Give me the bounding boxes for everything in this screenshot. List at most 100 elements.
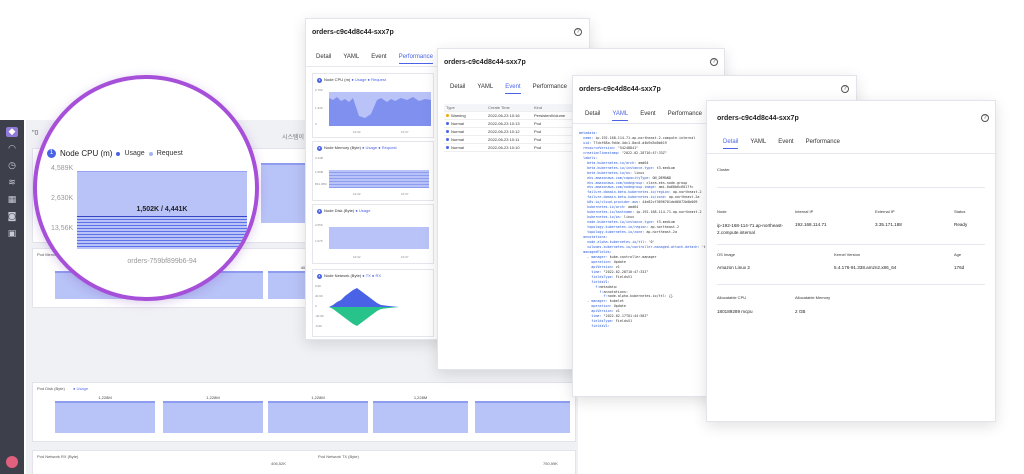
disk-tile: 1,228M: [268, 395, 368, 433]
yaml-line: beta.kubernetes.io/arch: amd64: [587, 160, 649, 165]
panel-title-tx: Pod Network TX (Byte): [318, 454, 359, 459]
node-disk-card: 3 Node Disk (Byte) ● Usage 2.05K 1.07K 10…: [312, 204, 434, 264]
event-type: Normal: [451, 145, 464, 150]
node-network-card: 4 Node Network (Byte) ● TX ● RX 9.6K 40.9…: [312, 269, 434, 337]
tab-performance[interactable]: Performance: [805, 139, 840, 145]
yaml-code-block[interactable]: metadata: name: ip-192-168-114-71.ap-nor…: [579, 131, 714, 329]
yaml-line: topology.kubernetes.io/zone: ap-northeas…: [587, 230, 678, 235]
tab-yaml[interactable]: YAML: [343, 54, 360, 60]
logo-icon[interactable]: ◆: [6, 127, 18, 137]
tab-divider: [707, 153, 995, 154]
event-kind: Pod: [534, 121, 542, 126]
yaml-line: creationTimestamp: "2022-02-28T10:47:33Z…: [583, 150, 667, 155]
tab-event[interactable]: Event: [505, 84, 521, 94]
yaml-line: apiVersion: v1: [591, 309, 620, 314]
y-tick: 40.9K: [315, 294, 323, 298]
event-kind: Pod: [534, 137, 542, 142]
stack-icon[interactable]: ≋: [8, 178, 16, 188]
tab-yaml[interactable]: YAML: [612, 111, 629, 121]
lens-cpu-chart: 1,502K / 4,441K: [77, 171, 247, 249]
tab-detail[interactable]: Detail: [585, 111, 601, 117]
panel-pod-disk: Pod Disk (Byte) ● Usage 1,228M 1,228M 1,…: [32, 382, 576, 442]
node-label: Node: [717, 209, 727, 214]
alloc-mem-value: 2 GB: [795, 309, 806, 314]
tab-performance[interactable]: Performance: [398, 54, 433, 64]
tile-value: 1,228M: [311, 395, 325, 400]
help-icon[interactable]: ?: [981, 114, 989, 122]
help-icon[interactable]: ?: [574, 28, 582, 36]
card-number: 1: [317, 78, 322, 83]
help-icon[interactable]: ?: [710, 58, 718, 66]
status-label: Status: [954, 209, 966, 214]
y-tick: 2.79K: [315, 88, 323, 92]
card-title: 2 Node Memory (Byte) ● Usage ● Request: [317, 145, 397, 151]
tab-event[interactable]: Event: [640, 111, 656, 117]
column-header[interactable]: Type: [446, 105, 455, 110]
tab-yaml[interactable]: YAML: [750, 139, 767, 145]
left-nav-rail: ◆ ◠ ◷ ≋ ▦ ◙ ▣: [0, 120, 24, 474]
y-tick: 1.34K: [315, 106, 323, 110]
alloc-cpu-value: 180189289 mcpu: [717, 309, 753, 314]
card-number: 2: [317, 146, 322, 151]
section-divider: [717, 187, 985, 188]
tab-performance[interactable]: Performance: [667, 111, 702, 117]
y-tick: 2.05K: [315, 223, 323, 227]
x-tick: 10:37: [401, 255, 409, 259]
panel-legend: ● Usage: [73, 386, 89, 391]
card-title: 4 Node Network (Byte) ● TX ● RX: [317, 273, 381, 279]
help-icon[interactable]: ?: [841, 85, 849, 93]
card-title: 1 Node CPU (m) ● Usage ● Request: [317, 77, 386, 83]
disk-tile: 1,228M: [163, 395, 263, 433]
yaml-line: node.kubernetes.io/instance-type: t3.med…: [587, 220, 675, 225]
dashboard-icon[interactable]: ◠: [8, 144, 16, 154]
tab-performance[interactable]: Performance: [532, 84, 567, 90]
tab-detail[interactable]: Detail: [450, 84, 466, 90]
y-tick: 1.07K: [315, 239, 323, 243]
yaml-line: resourceVersion: "54248841": [583, 145, 639, 150]
y-tick: -9.6K: [315, 324, 323, 328]
card-title-text: Node Disk (Byte): [324, 208, 355, 213]
yaml-line: operation: Update: [591, 259, 626, 264]
popup-tabs: Detail YAML Event Performance: [723, 139, 840, 149]
type-cell: Warning: [444, 113, 488, 118]
memory-area-chart: [329, 170, 429, 188]
yaml-line: beta.kubernetes.io/os: linux: [587, 170, 645, 175]
usage-dot-icon: [116, 151, 121, 156]
tab-detail[interactable]: Detail: [723, 139, 739, 149]
avatar[interactable]: [6, 456, 18, 468]
tab-event[interactable]: Event: [778, 139, 794, 145]
yaml-line: labels:: [583, 155, 598, 160]
card-title: 3 Node Disk (Byte) ● Usage: [317, 208, 370, 214]
yaml-line: f:metadata:: [595, 284, 618, 289]
yaml-line: kubernetes.io/hostname: ip-192-168-114-7…: [587, 210, 702, 215]
request-dot-icon: [148, 151, 153, 156]
tab-event[interactable]: Event: [371, 54, 387, 60]
column-header[interactable]: Kind: [534, 105, 543, 110]
bell-icon[interactable]: ◙: [7, 212, 17, 222]
event-time: 2022-06-23 10:11: [488, 137, 520, 142]
settings-icon[interactable]: ▣: [7, 229, 17, 239]
card-title-text: Node Memory (Byte): [324, 145, 361, 150]
lens-value-label: 1,502K / 4,441K: [136, 206, 188, 213]
y-tick: 0: [315, 304, 317, 308]
tab-detail[interactable]: Detail: [316, 54, 332, 60]
age-value: 176d: [954, 265, 965, 270]
yaml-line: time: "2022-02-17T01:44:58Z": [591, 314, 649, 319]
x-tick: 10:37: [401, 130, 409, 134]
y-tick: 4,589K: [51, 165, 74, 172]
section-divider: [717, 244, 985, 245]
dashboard-header: "0: [32, 130, 39, 137]
disk-area-chart: [329, 227, 429, 249]
x-tick: 10:37: [401, 192, 409, 196]
normal-dot-icon: [446, 138, 449, 141]
tab-yaml[interactable]: YAML: [477, 84, 494, 90]
event-time: 2022-06-23 10:16: [488, 113, 520, 118]
column-header[interactable]: Create Time: [488, 105, 510, 110]
clock-icon[interactable]: ◷: [8, 161, 16, 171]
card-legend: ● Usage: [355, 208, 371, 213]
yaml-line: fieldsType: FieldsV1: [591, 274, 633, 279]
y-tick: 9.6K: [315, 284, 322, 288]
chart-icon[interactable]: ▦: [7, 195, 17, 205]
dashboard-right-label: 시스템이: [282, 135, 305, 141]
yaml-line: time: "2022-02-28T10:47:33Z": [591, 269, 649, 274]
